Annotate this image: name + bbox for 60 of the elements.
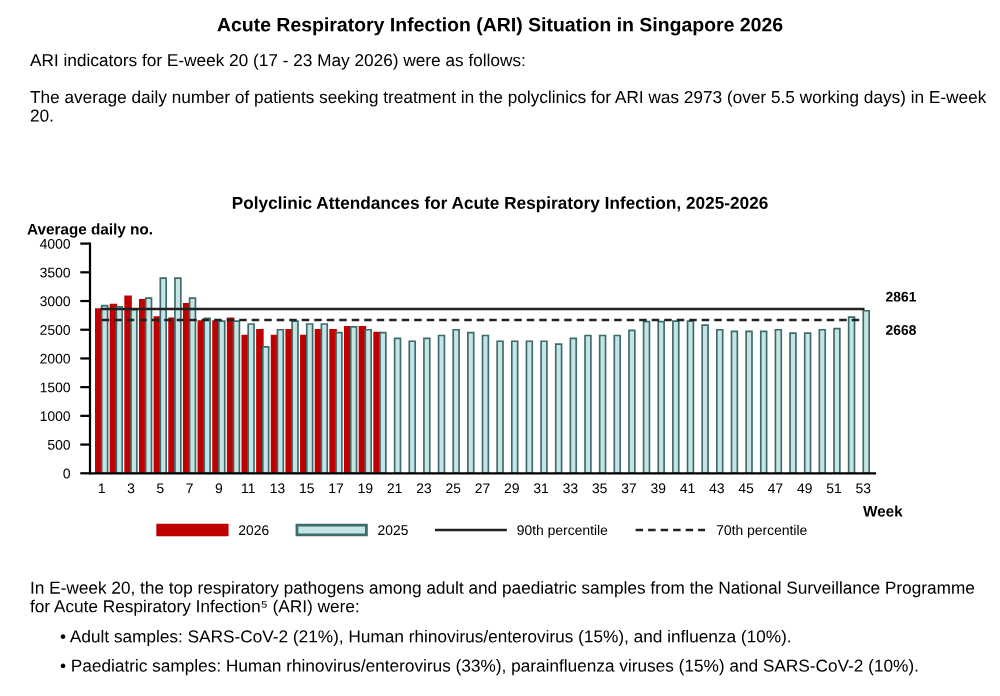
bar xyxy=(305,323,314,474)
bar xyxy=(554,343,563,474)
bar xyxy=(745,330,753,474)
bar xyxy=(276,328,285,474)
bar xyxy=(320,323,329,474)
bar xyxy=(130,308,138,474)
bar xyxy=(774,328,783,474)
text: • Adult samples: SARS-CoV-2 (21%), Human rhinovirus/enterovirus (15%), and influenza (10%). xyxy=(60,629,791,646)
bar xyxy=(174,277,182,474)
bar xyxy=(584,334,592,474)
bar xyxy=(496,340,504,474)
bar xyxy=(218,320,226,474)
bar xyxy=(467,331,475,474)
bar xyxy=(188,297,197,474)
bar xyxy=(525,340,534,474)
text: The average daily number of patients seeking treatment in the polyclinics for ARI was 2973 (over 5.5 working days) in E-week 20. xyxy=(30,90,987,122)
bar xyxy=(833,327,841,474)
bar xyxy=(115,305,124,474)
bar xyxy=(715,328,724,474)
chart-title: Acute Respiratory Infection (ARI) Situation in Singapore 2026 xyxy=(217,17,783,36)
bar xyxy=(672,320,680,474)
bar xyxy=(247,323,255,474)
bar xyxy=(452,328,460,474)
bar xyxy=(349,326,358,474)
bar xyxy=(291,320,299,474)
bar xyxy=(803,332,812,474)
bar xyxy=(379,331,387,474)
bar xyxy=(759,330,768,474)
bar xyxy=(232,320,241,474)
bar xyxy=(628,329,636,474)
bar xyxy=(862,309,870,474)
text: In E-week 20, the top respiratory pathogens among adult and paediatric samples from the National Surveillance Programme for Acute Respiratory Infection⁵ (ARI) were: xyxy=(30,581,975,616)
text: • Paediatric samples: Human rhinovirus/enterovirus (33%), parainfluenza viruses (15%) and SARS-CoV-2 (10%). xyxy=(60,659,918,676)
bar xyxy=(686,320,695,474)
bar xyxy=(364,328,373,474)
bar xyxy=(613,334,622,474)
bar xyxy=(598,334,607,474)
bar xyxy=(818,328,827,474)
bar xyxy=(100,304,109,474)
bar xyxy=(847,316,856,474)
bar xyxy=(261,346,270,474)
bar xyxy=(159,277,167,474)
bar xyxy=(335,331,343,474)
text: ARI indicators for E-week 20 (17 - 23 May 2026) were as follows: xyxy=(30,53,525,70)
bar xyxy=(423,337,431,474)
bar xyxy=(408,340,416,474)
bar xyxy=(540,340,548,474)
bar xyxy=(789,332,797,474)
bar xyxy=(701,324,709,474)
bar xyxy=(481,334,490,474)
bar xyxy=(437,334,446,474)
bar xyxy=(642,320,651,474)
bar xyxy=(393,337,402,474)
bar xyxy=(203,317,211,474)
chart-subtitle: Polyclinic Attendances for Acute Respiratory Infection, 2025-2026 xyxy=(232,196,768,213)
bar xyxy=(730,330,739,474)
bar xyxy=(144,297,153,474)
bar xyxy=(569,337,578,474)
bar xyxy=(657,320,665,474)
bar xyxy=(510,340,519,474)
